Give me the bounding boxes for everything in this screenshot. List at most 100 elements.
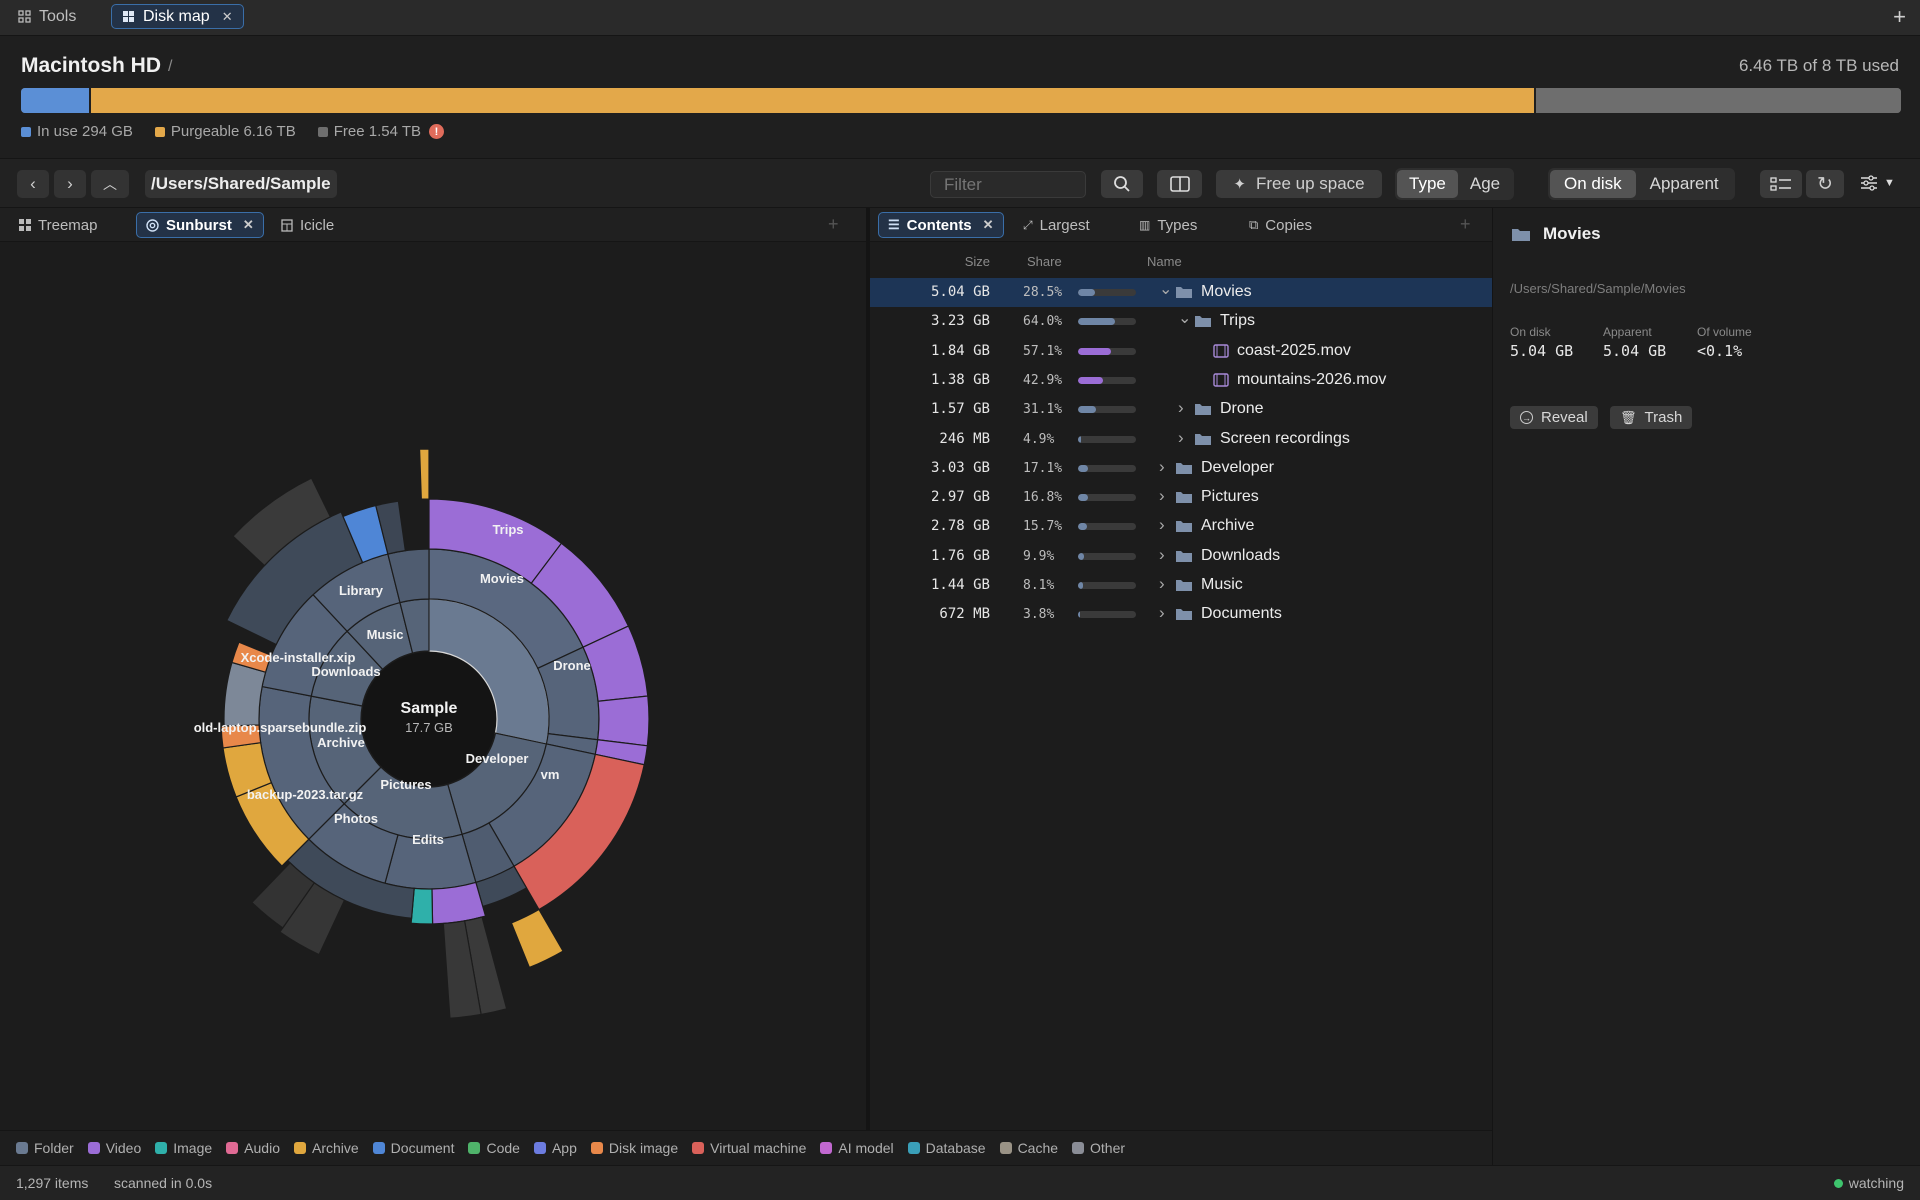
tab-disk-map[interactable]: Disk map ✕ xyxy=(111,4,244,29)
legend-item[interactable]: Disk image xyxy=(590,1140,678,1156)
table-row[interactable]: 5.04 GB 28.5% ⌄ Movies xyxy=(870,278,1492,307)
add-view-button[interactable]: + xyxy=(828,214,839,234)
close-icon[interactable]: ✕ xyxy=(221,8,233,24)
table-row[interactable]: 1.38 GB 42.9% mountains-2026.mov xyxy=(870,366,1492,395)
details-of-volume: Of volume <0.1% xyxy=(1697,325,1752,360)
legend-item[interactable]: Folder xyxy=(16,1140,74,1156)
panel-divider[interactable] xyxy=(866,208,870,1130)
parent-folder-button[interactable]: ︿ xyxy=(91,170,129,198)
legend-item[interactable]: Archive xyxy=(293,1140,359,1156)
reveal-button[interactable]: → Reveal xyxy=(1510,406,1598,429)
sunburst-segment-doc-archive[interactable] xyxy=(418,448,430,500)
usage-legend: In use 294 GB Purgeable 6.16 TB Free 1.5… xyxy=(21,123,444,140)
tab-tools[interactable]: Tools xyxy=(8,4,86,29)
search-button[interactable] xyxy=(1101,170,1143,198)
settings-menu-button[interactable]: ▼ xyxy=(1860,175,1895,191)
sunburst-chart[interactable]: Sample 17.7 GB Movies Trips Drone Develo… xyxy=(0,242,866,1130)
sunburst-segment-drone-clip-2[interactable] xyxy=(597,695,650,747)
new-tab-button[interactable]: + xyxy=(1893,4,1906,29)
table-row[interactable]: 1.57 GB 31.1% › Drone xyxy=(870,395,1492,424)
sunburst-segment-dmg[interactable] xyxy=(231,641,273,673)
table-row[interactable]: 672 MB 3.8% › Documents xyxy=(870,600,1492,629)
segment-age[interactable]: Age xyxy=(1469,174,1501,193)
dashboard-icon xyxy=(122,10,135,23)
legend-item[interactable]: AI model xyxy=(820,1140,894,1156)
window-tab-bar: Tools Disk map ✕ + xyxy=(0,0,1920,36)
list-options-button[interactable] xyxy=(1760,170,1802,198)
column-size[interactable]: Size xyxy=(964,254,990,269)
tab-treemap[interactable]: Treemap xyxy=(10,212,106,238)
trash-button[interactable]: 🗑 Trash xyxy=(1610,406,1693,429)
sunburst-segment-doc-sub[interactable] xyxy=(375,500,407,555)
table-row[interactable]: 3.23 GB 64.0% ⌄ Trips xyxy=(870,307,1492,336)
close-icon[interactable]: ✕ xyxy=(982,217,994,232)
chevron-right-icon[interactable]: › xyxy=(1159,515,1165,535)
chevron-right-icon[interactable]: › xyxy=(1159,574,1165,593)
legend-item[interactable]: Document xyxy=(372,1140,454,1156)
legend-item[interactable]: Database xyxy=(907,1140,986,1156)
folder-icon xyxy=(1175,519,1193,533)
segment-type[interactable]: Type xyxy=(1397,170,1458,198)
legend-item[interactable]: Other xyxy=(1072,1140,1125,1156)
filter-input[interactable] xyxy=(930,171,1086,198)
table-row[interactable]: 246 MB 4.9% › Screen recordings xyxy=(870,425,1492,454)
warning-icon[interactable]: ! xyxy=(429,124,444,139)
table-row[interactable]: 2.97 GB 16.8% › Pictures xyxy=(870,483,1492,512)
segment-on-disk[interactable]: On disk xyxy=(1550,170,1636,198)
table-row[interactable]: 1.76 GB 9.9% › Downloads xyxy=(870,542,1492,571)
free-up-space-button[interactable]: ✦ Free up space xyxy=(1216,170,1382,198)
legend-item[interactable]: Cache xyxy=(999,1140,1059,1156)
sunburst-center[interactable] xyxy=(362,652,496,786)
folder-icon xyxy=(1175,607,1193,621)
forward-button[interactable]: › xyxy=(54,170,86,198)
chevron-right-icon[interactable]: › xyxy=(1159,456,1165,476)
tab-icicle[interactable]: Icicle xyxy=(272,212,343,238)
legend-item[interactable]: App xyxy=(533,1140,577,1156)
table-row[interactable]: 1.44 GB 8.1% › Music xyxy=(870,571,1492,600)
column-share[interactable]: Share xyxy=(1027,254,1062,269)
sunburst-segment-xcode-xip[interactable] xyxy=(223,661,267,727)
back-button[interactable]: ‹ xyxy=(17,170,49,198)
sunburst-segment-deep-2[interactable] xyxy=(442,920,482,1019)
chevron-right-icon[interactable]: › xyxy=(1159,544,1165,564)
folder-icon xyxy=(1175,285,1193,299)
sunburst-segment-deep-4[interactable] xyxy=(251,862,316,929)
row-share-bar xyxy=(1078,494,1136,502)
legend-item[interactable]: Image xyxy=(155,1140,212,1156)
chevron-down-icon[interactable]: ⌄ xyxy=(1159,281,1173,298)
table-row[interactable]: 3.03 GB 17.1% › Developer xyxy=(870,454,1492,483)
legend-item[interactable]: Video xyxy=(87,1140,141,1156)
legend-item[interactable]: Code xyxy=(468,1140,520,1156)
tab-types[interactable]: ▥ Types xyxy=(1130,212,1206,238)
row-share: 15.7% xyxy=(1023,519,1063,535)
sunburst-segment-dev-archive[interactable] xyxy=(510,908,564,969)
status-watching-label: watching xyxy=(1848,1175,1904,1191)
refresh-button[interactable]: ↻ xyxy=(1806,170,1844,198)
sunburst-icon xyxy=(146,218,159,232)
path-field[interactable]: /Users/Shared/Sample xyxy=(145,170,337,198)
chevron-down-icon[interactable]: ⌄ xyxy=(1178,310,1192,328)
center-size: 17.7 GB xyxy=(405,720,453,735)
legend-item[interactable]: Audio xyxy=(226,1140,280,1156)
tab-largest[interactable]: ⤢ Largest xyxy=(1014,212,1099,238)
segment-apparent[interactable]: Apparent xyxy=(1649,174,1719,193)
legend-label: Cache xyxy=(1017,1140,1059,1156)
tab-contents[interactable]: ☰ Contents ✕ xyxy=(878,212,1004,238)
chevron-right-icon[interactable]: › xyxy=(1159,603,1165,623)
legend-swatch xyxy=(907,1142,920,1154)
table-row[interactable]: 2.78 GB 15.7% › Archive xyxy=(870,512,1492,541)
table-row[interactable]: 1.84 GB 57.1% coast-2025.mov xyxy=(870,337,1492,366)
sunburst-segment-library-deep[interactable] xyxy=(232,477,332,567)
tab-sunburst[interactable]: Sunburst ✕ xyxy=(136,212,264,238)
column-name[interactable]: Name xyxy=(1147,254,1182,269)
add-tab-button[interactable]: + xyxy=(1460,214,1471,234)
close-icon[interactable]: ✕ xyxy=(242,217,254,232)
chevron-right-icon[interactable]: › xyxy=(1159,486,1165,506)
legend-item[interactable]: Virtual machine xyxy=(692,1140,806,1156)
tab-copies[interactable]: ⧉ Copies xyxy=(1240,212,1321,238)
tab-label: Treemap xyxy=(38,216,98,234)
split-view-button[interactable] xyxy=(1157,170,1202,198)
sunburst-segment-edit-image[interactable] xyxy=(410,887,434,925)
chevron-right-icon[interactable]: › xyxy=(1178,398,1184,418)
chevron-right-icon[interactable]: › xyxy=(1178,427,1184,447)
